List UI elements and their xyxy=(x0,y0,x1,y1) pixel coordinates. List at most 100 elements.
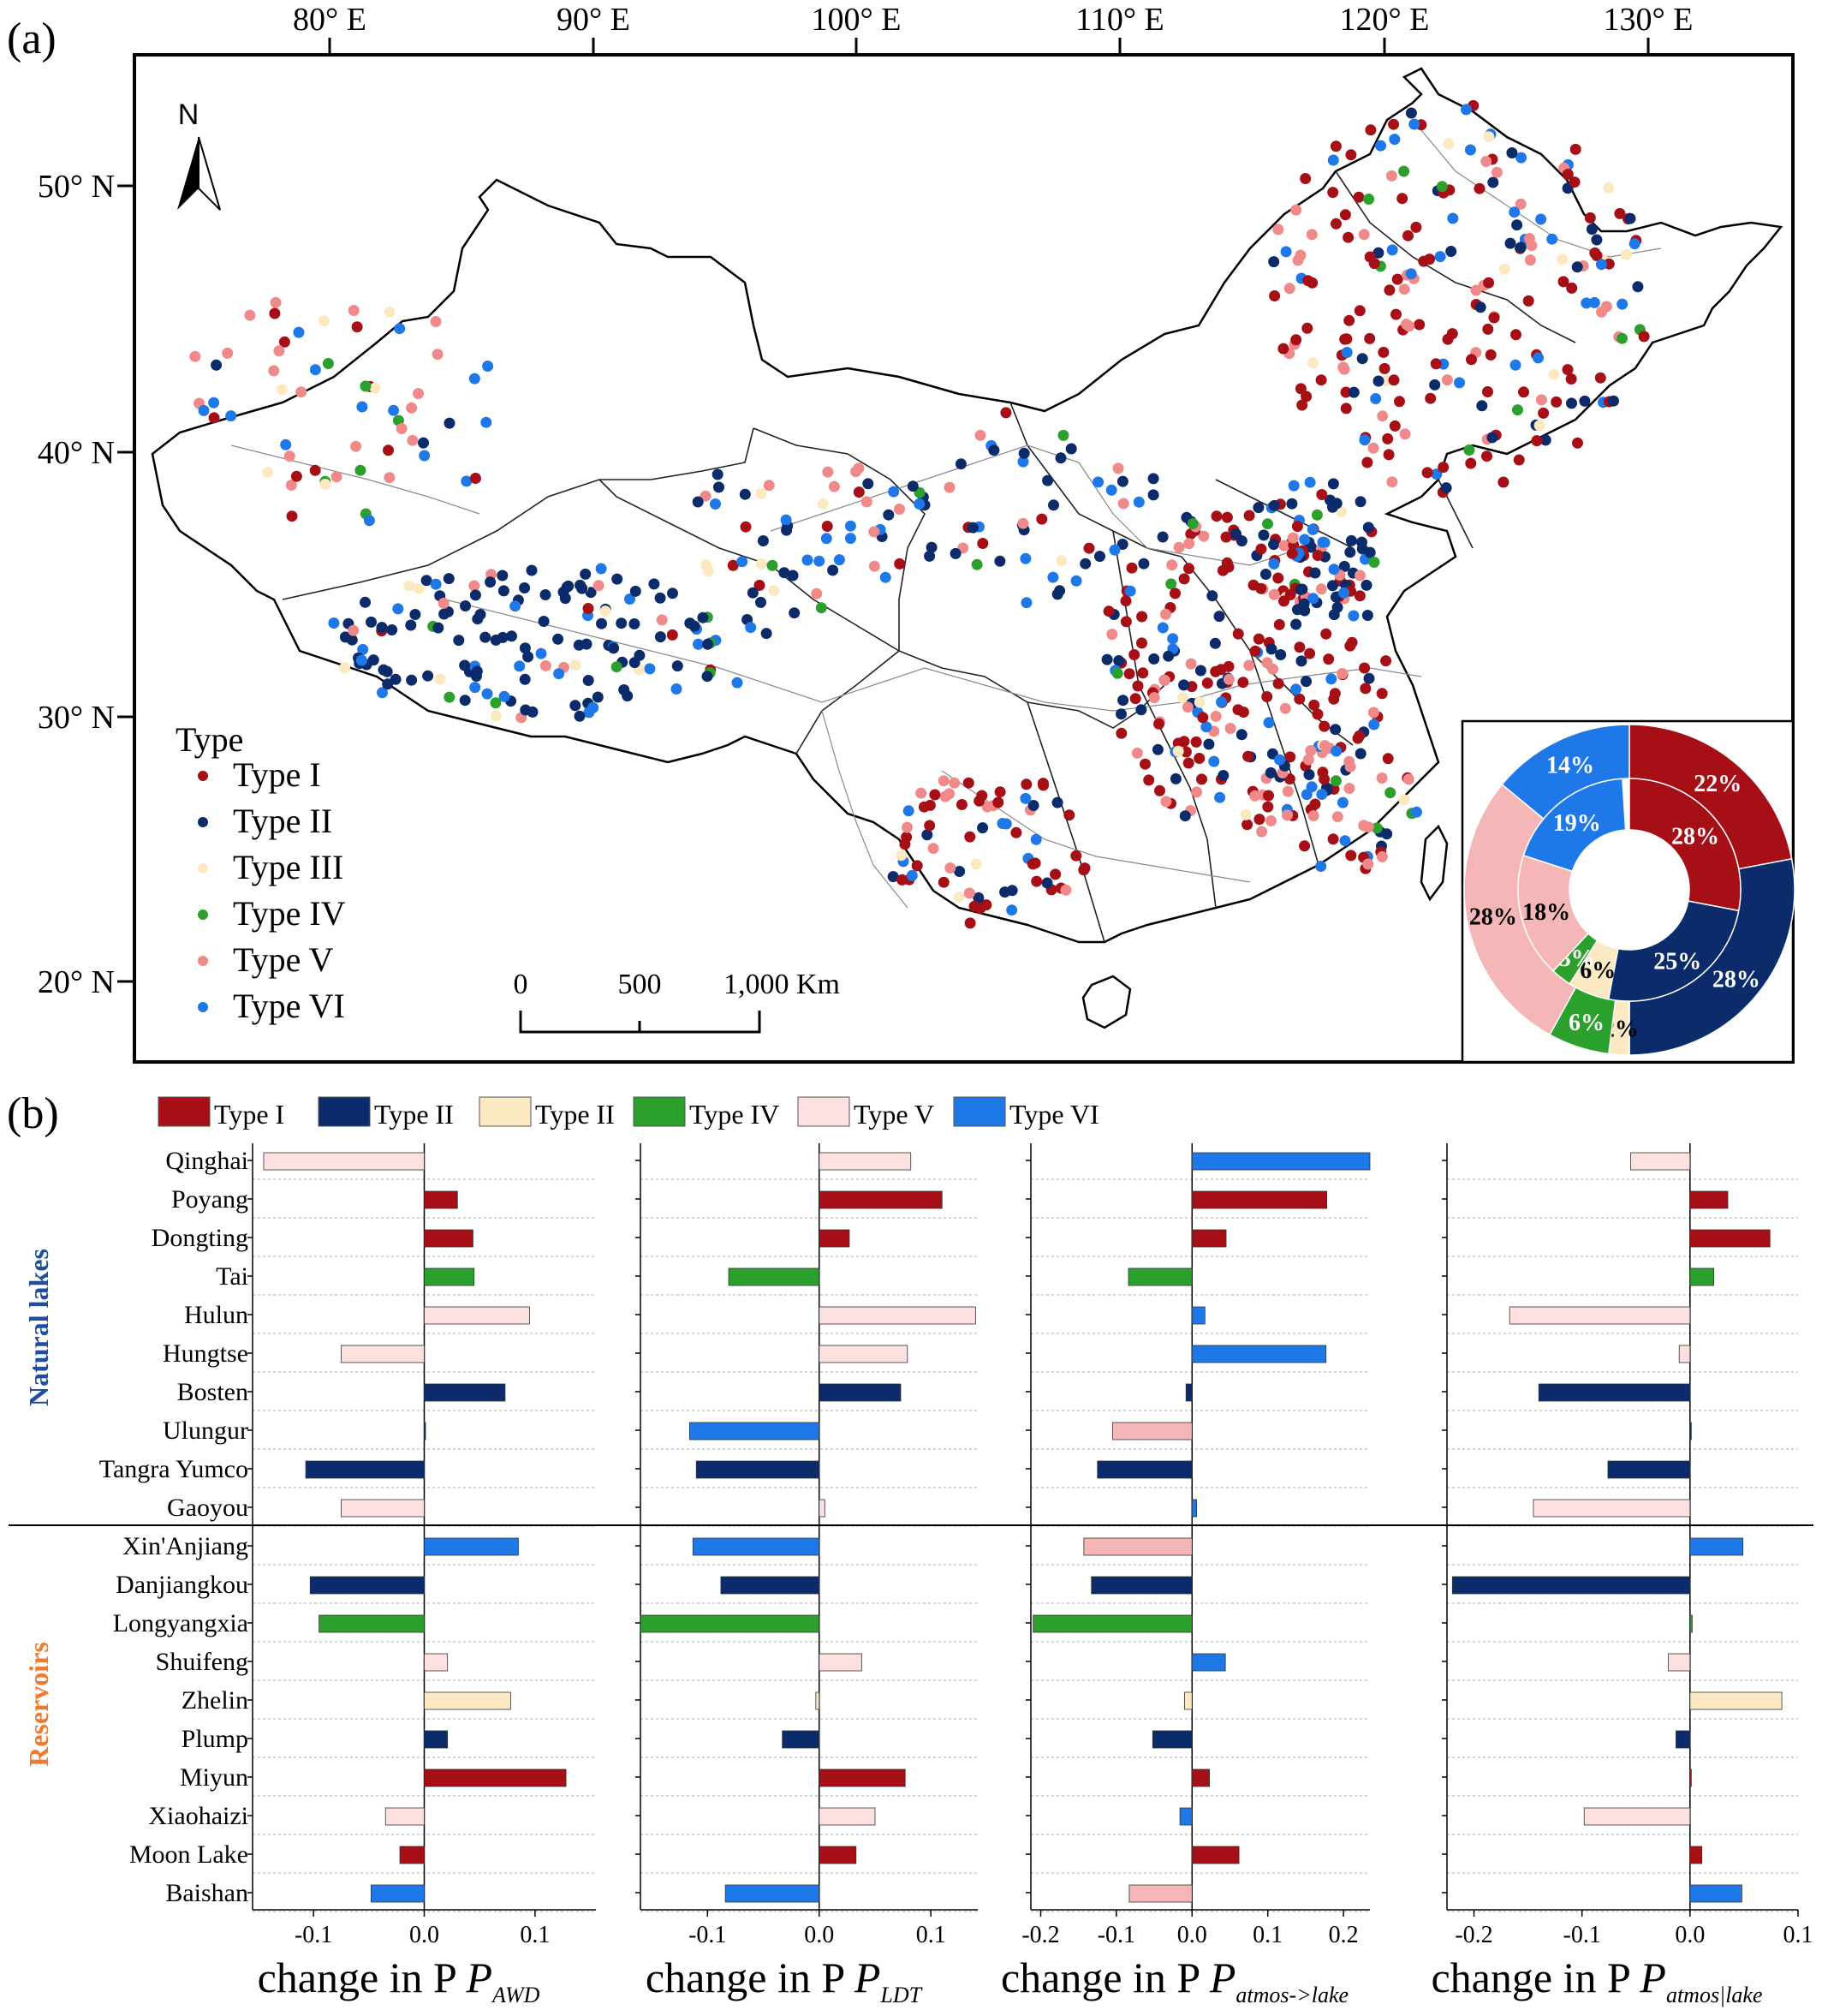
lake-point xyxy=(1325,673,1337,685)
donut-slice-label: 28% xyxy=(1671,823,1719,850)
legend-dot-icon xyxy=(198,817,208,827)
bar xyxy=(1191,1152,1371,1171)
lake-point xyxy=(1535,394,1547,406)
lake-point xyxy=(914,498,926,510)
lake-point xyxy=(1594,372,1606,384)
lake-point xyxy=(1301,789,1313,801)
lake-point xyxy=(938,775,950,787)
lake-point xyxy=(1515,242,1527,253)
lake-point xyxy=(616,617,628,629)
lake-point xyxy=(745,622,757,634)
lake-point xyxy=(443,573,455,585)
lake-point xyxy=(506,630,517,642)
lake-point xyxy=(1474,182,1486,194)
lake-point xyxy=(1386,244,1398,256)
bar xyxy=(695,1460,820,1479)
lake-name-label: Tai xyxy=(216,1262,248,1291)
x-tick-label: 0.1 xyxy=(916,1922,946,1948)
lake-point xyxy=(1425,392,1437,404)
x-tick-label: -0.1 xyxy=(1563,1922,1601,1948)
lake-point xyxy=(526,564,538,576)
lake-point xyxy=(868,560,880,572)
lake-point xyxy=(1267,663,1279,675)
lake-point xyxy=(434,673,446,685)
lake-point xyxy=(442,605,454,617)
bar xyxy=(782,1730,820,1749)
lake-point xyxy=(432,349,444,361)
lake-point xyxy=(1589,247,1601,259)
lake-names: Qinghai Poyang Dongting Tai Hulun Hungtse Bost… xyxy=(99,1147,248,1907)
lake-point xyxy=(1055,452,1067,464)
lake-point xyxy=(1000,818,1012,830)
lake-point xyxy=(394,323,406,335)
x-tick-label: 0.1 xyxy=(520,1922,550,1948)
lake-point xyxy=(962,777,974,789)
panel-a-label: (a) xyxy=(7,15,57,63)
bar xyxy=(1191,1846,1240,1864)
lake-point xyxy=(295,386,307,398)
lake-point xyxy=(1356,536,1367,548)
lake-point xyxy=(1296,399,1308,411)
lake-point xyxy=(350,440,362,452)
lake-point xyxy=(1443,138,1455,150)
lake-point xyxy=(432,622,444,634)
lat-tick-label: 20° N xyxy=(38,964,115,1000)
donut-slice-label: 18% xyxy=(1522,899,1570,926)
lake-point xyxy=(1232,628,1244,640)
lake-point xyxy=(1278,540,1290,552)
lake-point xyxy=(1136,611,1148,623)
lake-point xyxy=(921,829,933,841)
x-axis-label: change in P Patmos|lake xyxy=(1431,1953,1762,2007)
lake-point xyxy=(377,687,388,699)
lake-point xyxy=(1343,314,1355,326)
lake-point xyxy=(1070,575,1082,587)
lon-tick-label: 100° E xyxy=(812,2,902,38)
lake-point xyxy=(1522,295,1534,307)
lake-point xyxy=(1482,386,1493,397)
lake-point xyxy=(906,869,918,881)
lake-point xyxy=(894,558,906,570)
lake-point xyxy=(1353,191,1365,203)
reservoirs-label: Reservoirs xyxy=(23,1642,54,1767)
lake-point xyxy=(1259,569,1271,580)
lake-point xyxy=(1376,772,1388,784)
lake-point xyxy=(1284,589,1296,600)
lake-point xyxy=(413,388,424,399)
lake-point xyxy=(469,473,481,484)
lake-point xyxy=(1588,296,1600,308)
latitude-ticks: 50° N 40° N 30° N 20° N xyxy=(38,169,134,1000)
lake-point xyxy=(907,480,919,492)
lake-point xyxy=(1063,809,1075,821)
lake-point xyxy=(1298,598,1310,610)
lake-point xyxy=(481,688,493,700)
lake-point xyxy=(1562,169,1574,180)
x-tick-label: 0.0 xyxy=(409,1922,439,1948)
lake-point xyxy=(1200,721,1212,733)
bar xyxy=(1033,1614,1193,1633)
lake-point xyxy=(1389,420,1401,432)
lake-point xyxy=(497,585,509,597)
lake-point xyxy=(514,660,526,672)
lake-point xyxy=(1301,322,1313,334)
north-arrow: N xyxy=(177,98,221,211)
lake-point xyxy=(1301,676,1312,688)
lake-point xyxy=(1268,499,1280,511)
lake-point xyxy=(1288,480,1300,492)
lake-point xyxy=(688,620,700,632)
lake-point xyxy=(1242,750,1254,762)
lake-point xyxy=(1430,358,1442,370)
lake-point xyxy=(1557,253,1568,265)
lake-point xyxy=(1355,496,1366,508)
donut-slice-label: 14% xyxy=(1546,752,1594,778)
lake-point xyxy=(270,296,282,308)
bar xyxy=(1191,1345,1327,1363)
bar xyxy=(1668,1653,1691,1672)
map-frame xyxy=(133,53,1795,1064)
lake-point xyxy=(469,589,481,601)
lake-point xyxy=(1140,758,1151,770)
lake-point xyxy=(1372,247,1384,259)
lake-point xyxy=(498,690,510,702)
lake-point xyxy=(574,710,586,722)
lake-point xyxy=(1051,588,1063,600)
lake-point xyxy=(954,866,966,877)
